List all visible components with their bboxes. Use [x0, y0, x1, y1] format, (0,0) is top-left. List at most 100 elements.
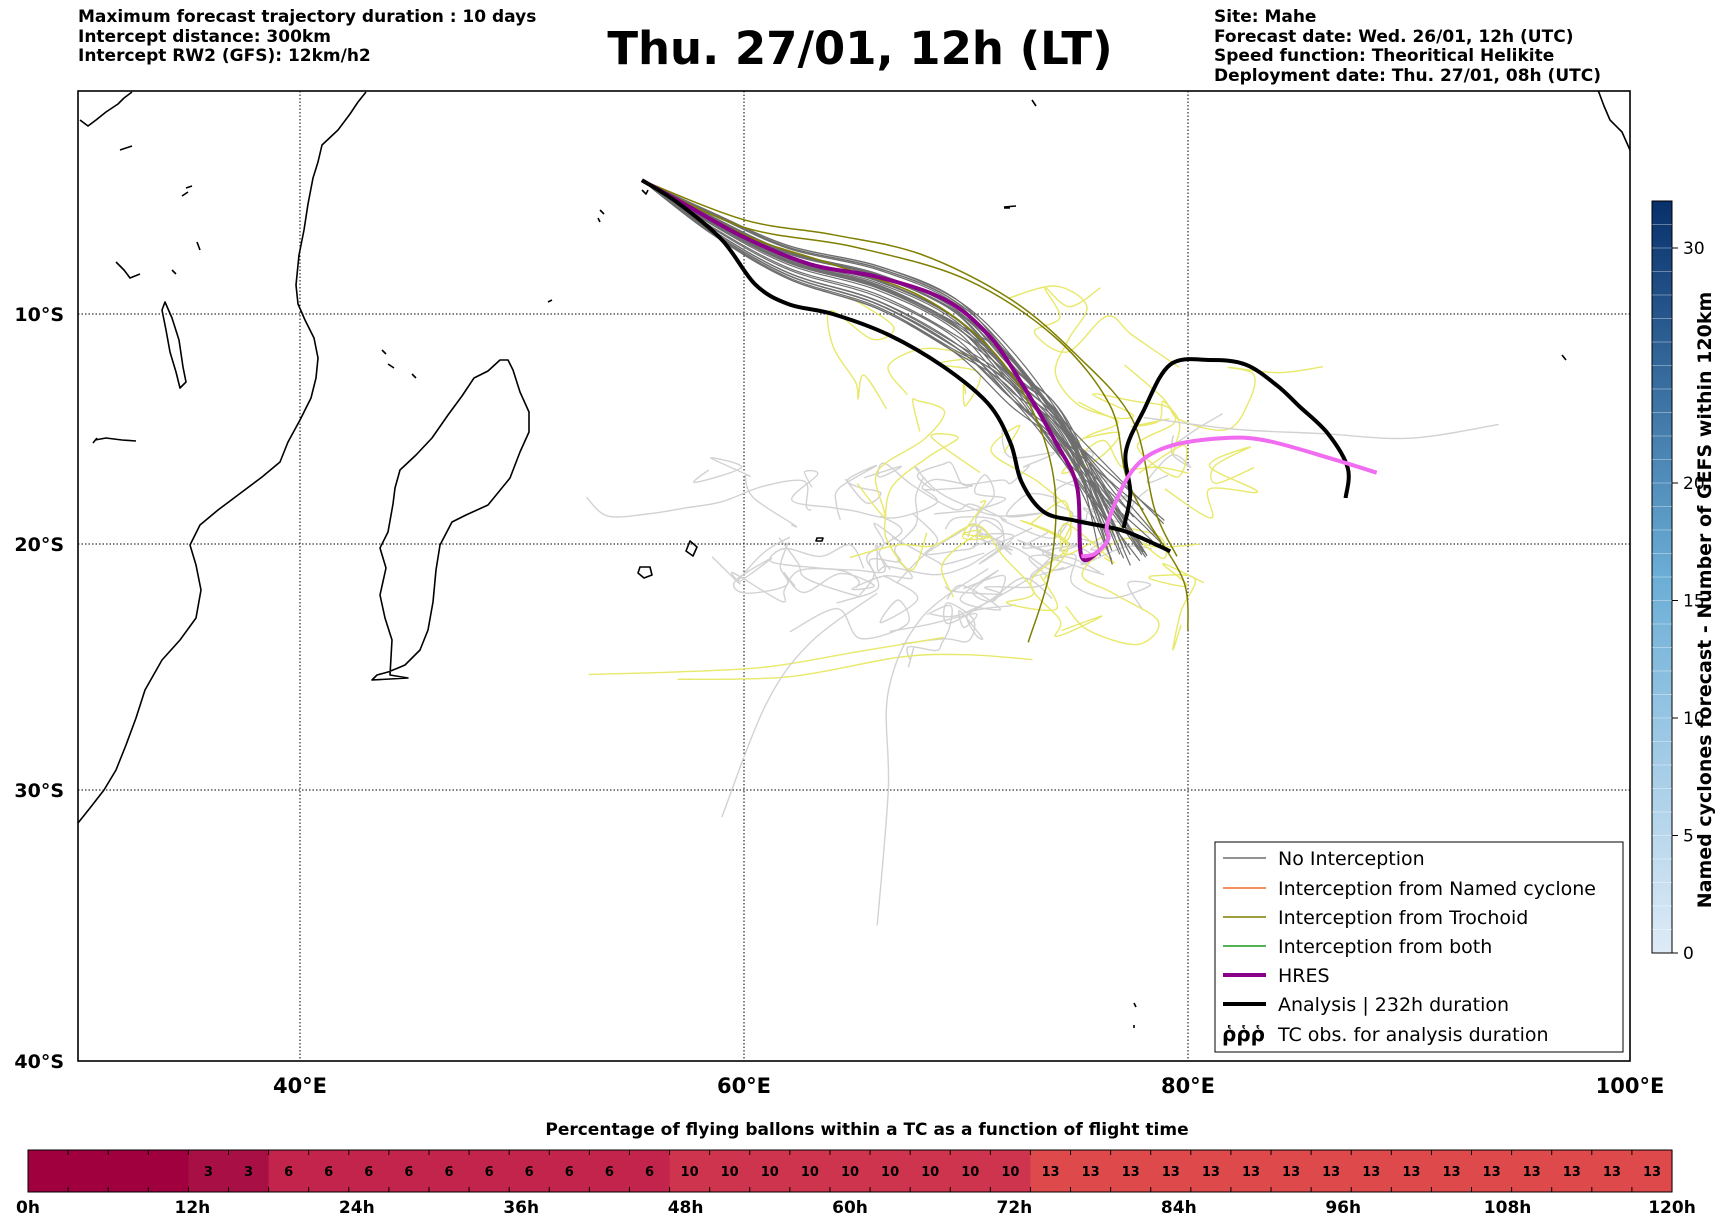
africa-lakes — [161, 301, 187, 389]
lon-label-80e: 80°E — [1161, 1074, 1215, 1098]
timeline-cell — [1190, 1150, 1232, 1192]
timeline-cell-label: 10 — [721, 1165, 739, 1180]
timeline-cell-label: 10 — [761, 1165, 779, 1180]
no-interception-track — [641, 179, 1113, 552]
trochoid-interception-track — [641, 179, 1057, 643]
timeline-cell — [1030, 1150, 1072, 1192]
timeline-cell — [268, 1150, 310, 1192]
colorbar-tick-label: 20 — [1683, 474, 1705, 494]
timeline-cell-label: 13 — [1041, 1165, 1059, 1180]
no-interception-track — [641, 179, 1125, 559]
timeline-cell-label: 13 — [1162, 1165, 1180, 1180]
timeline-cell-label: 13 — [1442, 1165, 1460, 1180]
timeline-hour-label: 60h — [832, 1198, 868, 1218]
timeline-cell — [428, 1150, 470, 1192]
timeline-cell-label: 13 — [1643, 1165, 1661, 1180]
colorbar-ticks: 0 5 10 15 20 30 — [1672, 239, 1705, 964]
gefs-track — [732, 536, 791, 594]
legend-label-trochoid: Interception from Trochoid — [1278, 907, 1528, 929]
gefs-track — [585, 479, 812, 518]
timeline-cell — [549, 1150, 590, 1192]
gefs-track — [1022, 528, 1105, 576]
timeline-cell-label: 6 — [284, 1165, 293, 1180]
timeline-cell-label: 6 — [525, 1165, 534, 1180]
speed-function-text: Speed function: Theoritical Helikite — [1214, 46, 1555, 66]
no-interception-track — [641, 179, 1110, 540]
timeline-cell-label: 3 — [244, 1165, 253, 1180]
gefs-track — [944, 516, 1005, 548]
africa-coastline — [78, 91, 367, 824]
timeline-cell-label: 13 — [1563, 1165, 1581, 1180]
gefs-track — [783, 559, 913, 594]
map-frame — [77, 90, 1631, 1062]
legend-label-named-cyclone: Interception from Named cyclone — [1278, 878, 1596, 900]
timeline-cell — [1070, 1150, 1112, 1192]
map-legend: No Interception Interception from Named … — [1214, 841, 1624, 1053]
trochoid-gefs-track — [1020, 519, 1103, 637]
gefs-track — [876, 568, 989, 926]
lon-label-60e: 60°E — [717, 1074, 771, 1098]
trochoid-gefs-track — [1007, 285, 1119, 456]
trochoid-gefs-track — [990, 424, 1073, 544]
trochoid-gefs-track — [1033, 286, 1180, 368]
site-info: Site: Mahe Forecast date: Wed. 26/01, 12… — [1214, 7, 1601, 86]
coastlines — [78, 91, 1630, 1028]
timeline-cell-label: 13 — [1603, 1165, 1621, 1180]
timeline-cell — [308, 1150, 350, 1192]
gefs-track — [1030, 553, 1152, 611]
trochoid-gefs-track — [1148, 563, 1205, 651]
timeline-cell — [68, 1150, 109, 1192]
no-interception-track — [641, 179, 1113, 560]
legend-label-tc-obs: TC obs. for analysis duration — [1277, 1024, 1549, 1046]
trochoid-gefs-track — [883, 433, 981, 571]
lat-label-30s: 30°S — [14, 780, 64, 802]
timeline-cell-label: 6 — [605, 1165, 614, 1180]
timeline-cell — [1391, 1150, 1433, 1192]
timeline-cell — [1511, 1150, 1553, 1192]
gefs-track — [895, 512, 979, 584]
colorbar-tick-label: 10 — [1683, 709, 1705, 729]
timeline-cell — [1471, 1150, 1513, 1192]
timeline-cell — [829, 1150, 871, 1192]
gefs-track — [934, 474, 1033, 545]
legend-label-analysis: Analysis | 232h duration — [1278, 994, 1509, 1016]
rodrigues-island — [815, 537, 824, 542]
timeline-hour-label: 96h — [1325, 1198, 1361, 1218]
aldabra-islands — [92, 437, 137, 444]
timeline-cell — [749, 1150, 791, 1192]
timeline-cell — [1230, 1150, 1272, 1192]
timeline-cell-label: 6 — [485, 1165, 494, 1180]
gefs-track — [693, 457, 798, 528]
lat-label-10s: 10°S — [14, 304, 64, 326]
chagos-islands — [1031, 91, 1630, 151]
forecast-date-text: Forecast date: Wed. 26/01, 12h (UTC) — [1214, 26, 1574, 47]
trochoid-gefs-track — [849, 524, 1059, 612]
analysis-track-branch — [1121, 357, 1351, 529]
colorbar-tick-label: 0 — [1683, 944, 1694, 964]
no-interception-track — [641, 179, 1148, 557]
mascarene-scatter — [381, 299, 1567, 1028]
timeline-cell — [589, 1150, 631, 1192]
timeline-cell-label: 13 — [1402, 1165, 1420, 1180]
timeline-cell — [1351, 1150, 1392, 1192]
timeline-cell-label: 13 — [1322, 1165, 1340, 1180]
timeline-cell — [188, 1150, 230, 1192]
timeline-title: Percentage of flying ballons within a TC… — [545, 1120, 1189, 1140]
timeline-hour-label: 120h — [1648, 1198, 1696, 1218]
timeline-cell-label: 6 — [565, 1165, 574, 1180]
gefs-track — [789, 576, 919, 640]
trochoid-gefs-track — [677, 653, 1033, 681]
page-title: Thu. 27/01, 12h (LT) — [607, 22, 1113, 75]
tc-percentage-timeline: 3 3 6 6 6 6 6 6 6 6 6 6 10 10 10 10 10 10 10 10 10 13 13 13 13 13… — [16, 1149, 1696, 1218]
legend-label-hres: HRES — [1278, 965, 1330, 987]
lat-label-20s: 20°S — [14, 534, 64, 556]
timeline-hour-label: 72h — [997, 1198, 1033, 1218]
mauritius-island — [685, 540, 698, 557]
timeline-frame — [27, 1149, 1673, 1193]
colorbar-title: Named cyclones forecast - Number of GEFS… — [1694, 291, 1716, 909]
timeline-cell-label: 10 — [1001, 1165, 1019, 1180]
timeline-hour-label: 0h — [16, 1198, 40, 1218]
timeline-cell — [469, 1150, 510, 1192]
gefs-track — [1143, 416, 1499, 440]
gefs-track — [721, 592, 878, 818]
